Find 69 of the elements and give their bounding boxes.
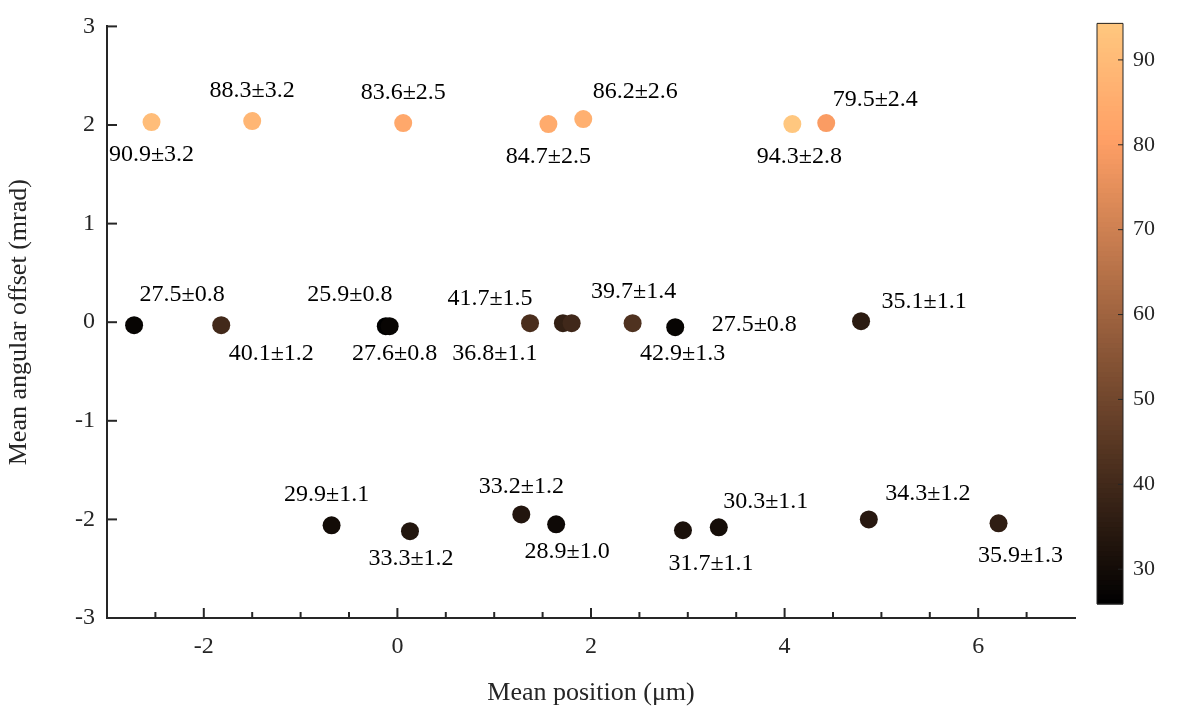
point [574, 110, 593, 129]
annotation: 31.7±1.1 [668, 548, 754, 575]
point [142, 113, 161, 132]
annotation: 88.3±3.2 [209, 76, 295, 103]
point [512, 505, 531, 524]
point [539, 115, 558, 134]
point [562, 314, 581, 333]
x-tick-label: 6 [972, 631, 985, 658]
color-bar-label: 90 [1133, 45, 1155, 71]
y-tick-label: -2 [75, 504, 95, 531]
annotation: 41.7±1.5 [447, 284, 533, 311]
point [125, 316, 144, 335]
annotation: 30.3±1.1 [723, 486, 809, 513]
point [989, 514, 1008, 533]
annotation: 27.6±0.8 [352, 339, 438, 366]
point [547, 515, 566, 534]
point [709, 518, 728, 537]
y-tick-label: 2 [83, 110, 95, 137]
y-tick-label: 3 [83, 11, 95, 38]
y-tick-label: -3 [75, 603, 95, 630]
annotation: 84.7±2.5 [505, 142, 591, 169]
x-axis-title: Mean position (μm) [487, 677, 695, 707]
point [666, 318, 685, 337]
annotation: 90.9±3.2 [108, 140, 195, 167]
point [623, 314, 642, 333]
annotation: 39.7±1.4 [591, 277, 677, 304]
x-tick-label: 4 [778, 631, 791, 658]
annotation: 79.5±2.4 [832, 85, 918, 112]
y-axis-title: Mean angular offset (mrad) [3, 179, 33, 466]
annotation: 83.6±2.5 [360, 78, 446, 105]
point [380, 317, 399, 336]
color-bar-label: 30 [1133, 554, 1155, 580]
point [859, 510, 878, 529]
annotation: 36.8±1.1 [452, 339, 538, 366]
point [817, 114, 836, 133]
annotation: 35.9±1.3 [977, 540, 1064, 567]
point [394, 114, 413, 133]
color-bar-label: 70 [1133, 215, 1155, 241]
annotation: 27.5±0.8 [711, 310, 797, 337]
annotation: 28.9±1.0 [524, 536, 610, 563]
annotation: 29.9±1.1 [283, 479, 370, 506]
x-tick-label: 0 [391, 631, 404, 658]
annotation: 40.1±1.2 [228, 339, 314, 366]
point [322, 516, 341, 535]
color-bar-label: 50 [1133, 385, 1155, 411]
color-bar-label: 80 [1133, 130, 1155, 156]
color-bar-label: 60 [1133, 300, 1155, 326]
annotation: 94.3±2.8 [756, 142, 842, 169]
y-tick-label: -1 [75, 406, 95, 433]
y-tick-label: 0 [83, 307, 95, 334]
point [243, 112, 262, 131]
annotation: 86.2±2.6 [592, 77, 678, 104]
annotation: 33.3±1.2 [368, 543, 454, 570]
x-tick-label: 2 [585, 631, 597, 658]
point [400, 522, 419, 541]
annotation: 27.5±0.8 [139, 280, 225, 307]
point [852, 312, 871, 331]
x-tick-label: -2 [193, 631, 214, 658]
annotation: 42.9±1.3 [640, 339, 726, 366]
annotation: 35.1±1.1 [881, 286, 967, 313]
annotation: 33.2±1.2 [478, 471, 564, 498]
color-bar-label: 40 [1133, 470, 1155, 496]
annotation: 34.3±1.2 [885, 478, 971, 505]
point [673, 521, 692, 540]
point [783, 115, 802, 134]
annotation: 25.9±0.8 [307, 280, 393, 307]
point [212, 316, 231, 335]
point [521, 314, 540, 333]
y-tick-label: 1 [83, 208, 95, 235]
